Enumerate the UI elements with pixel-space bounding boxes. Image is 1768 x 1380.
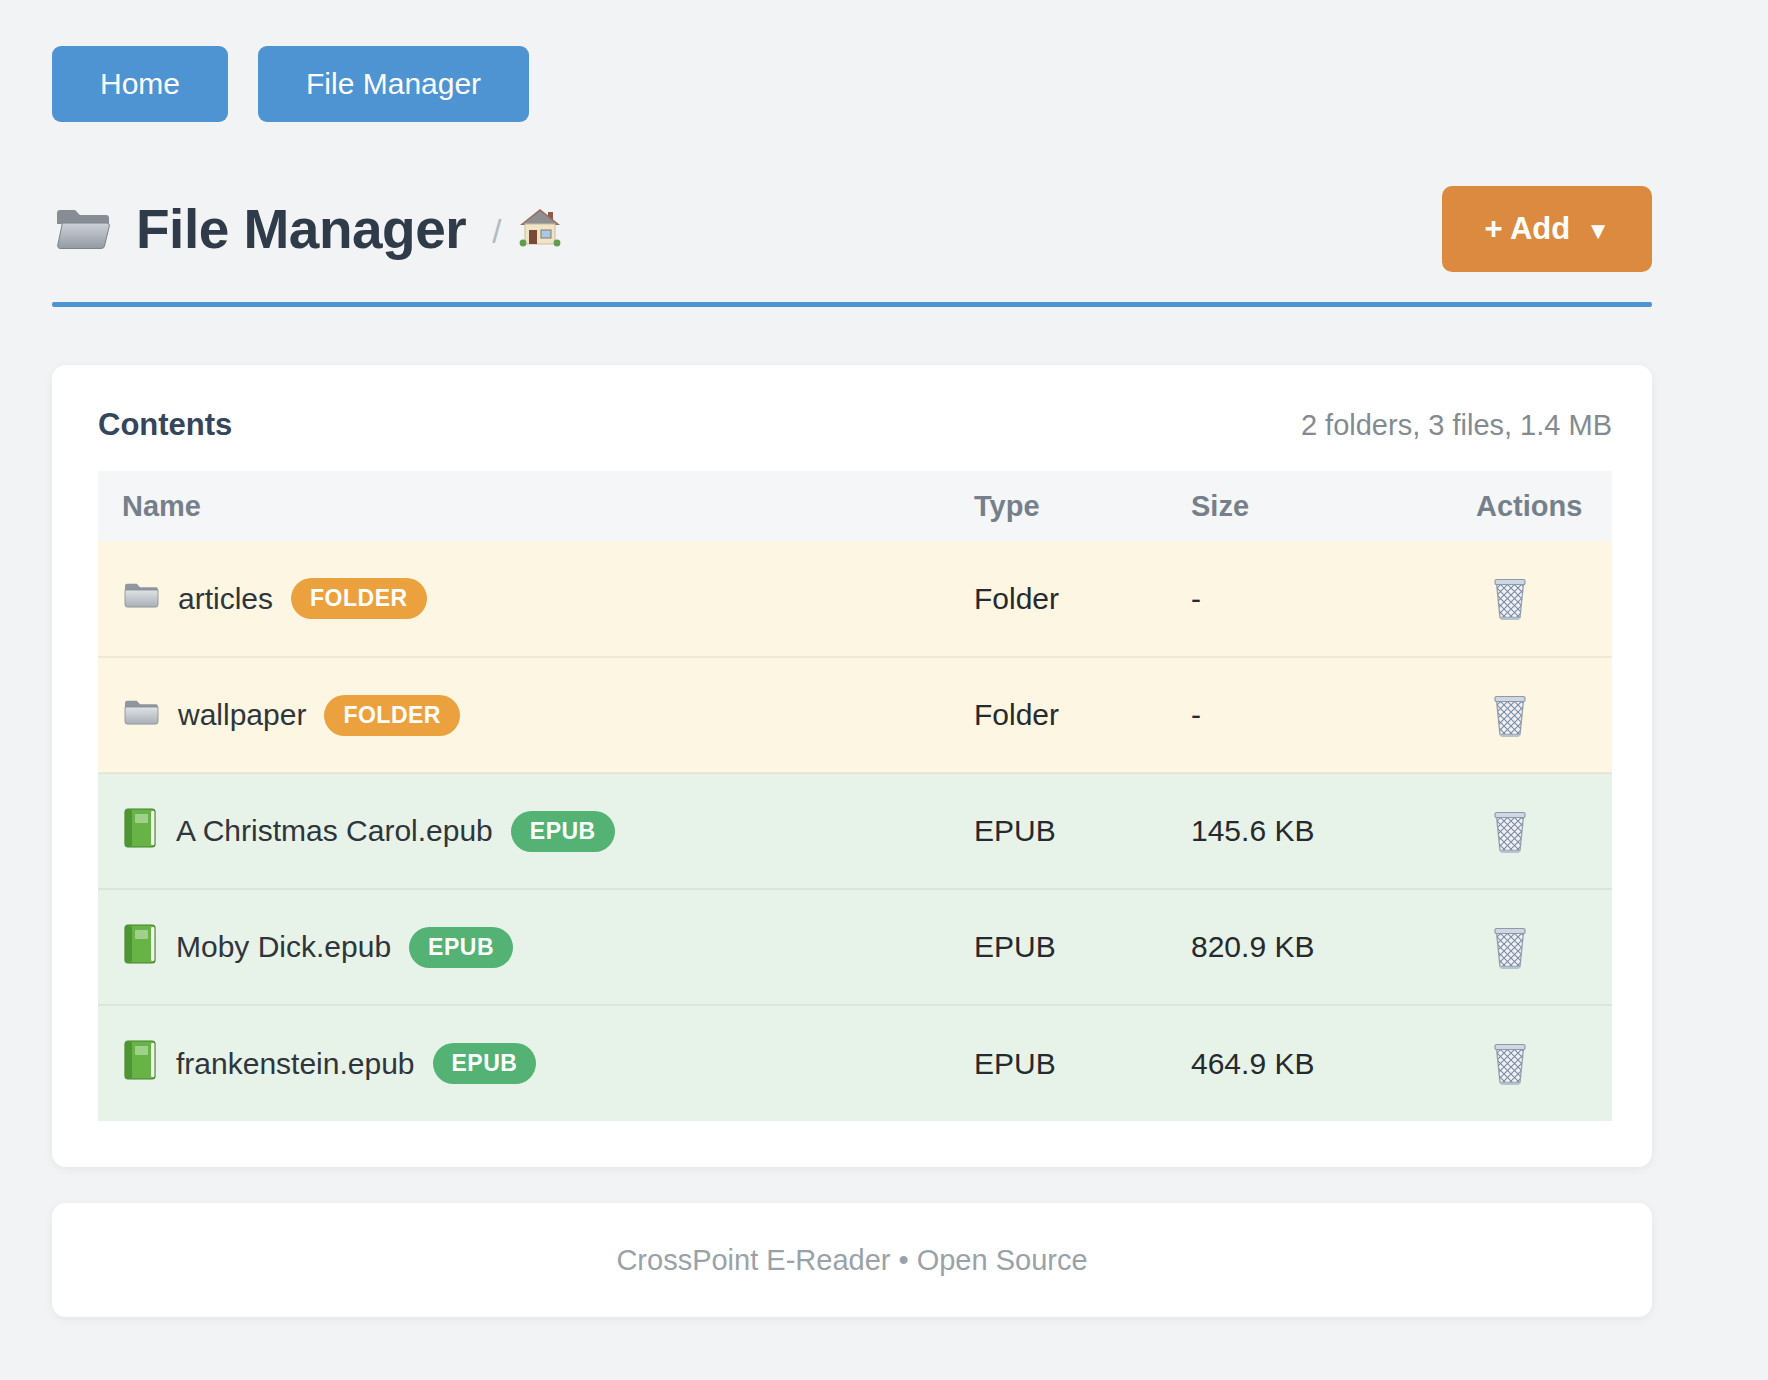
column-header-name: Name	[98, 471, 974, 541]
file-name-link[interactable]: A Christmas Carol.epub	[176, 814, 493, 848]
table-row: frankenstein.epub EPUB EPUB 464.9 KB	[98, 1005, 1612, 1121]
size-cell: 820.9 KB	[1191, 889, 1476, 1005]
type-badge: EPUB	[433, 1043, 537, 1084]
top-nav: Home File Manager	[52, 0, 1652, 122]
folder-icon	[122, 579, 160, 618]
page: Home File Manager File Manager /	[52, 0, 1652, 1317]
header-divider	[52, 302, 1652, 307]
add-button-label: + Add	[1484, 211, 1570, 247]
type-badge: FOLDER	[291, 578, 427, 619]
contents-card: Contents 2 folders, 3 files, 1.4 MB Name…	[52, 365, 1652, 1167]
file-name-link[interactable]: frankenstein.epub	[176, 1047, 415, 1081]
type-cell: EPUB	[974, 889, 1191, 1005]
trash-icon	[1490, 923, 1530, 972]
open-folder-icon	[52, 201, 114, 257]
contents-title: Contents	[98, 407, 232, 443]
delete-button[interactable]	[1486, 687, 1534, 744]
home-nav-button[interactable]: Home	[52, 46, 228, 122]
table-row: wallpaper FOLDER Folder -	[98, 657, 1612, 773]
table-row: Moby Dick.epub EPUB EPUB 820.9 KB	[98, 889, 1612, 1005]
breadcrumb-separator: /	[492, 213, 501, 251]
file-table-body: articles FOLDER Folder -	[98, 541, 1612, 1121]
trash-icon	[1490, 807, 1530, 856]
file-name-link[interactable]: Moby Dick.epub	[176, 930, 391, 964]
delete-button[interactable]	[1486, 570, 1534, 627]
column-header-size: Size	[1191, 471, 1476, 541]
footer-card: CrossPoint E-Reader • Open Source	[52, 1203, 1652, 1317]
delete-button[interactable]	[1486, 1035, 1534, 1092]
chevron-down-icon: ▼	[1586, 214, 1610, 245]
size-cell: -	[1191, 657, 1476, 773]
file-name-link[interactable]: articles	[178, 582, 273, 616]
type-cell: EPUB	[974, 1005, 1191, 1121]
table-row: A Christmas Carol.epub EPUB EPUB 145.6 K…	[98, 773, 1612, 889]
column-header-type: Type	[974, 471, 1191, 541]
file-table: Name Type Size Actions	[98, 471, 1612, 1121]
trash-icon	[1490, 1039, 1530, 1088]
book-icon	[122, 807, 158, 856]
column-header-actions: Actions	[1476, 471, 1612, 541]
delete-button[interactable]	[1486, 919, 1534, 976]
type-cell: Folder	[974, 541, 1191, 657]
table-row: articles FOLDER Folder -	[98, 541, 1612, 657]
folder-icon	[122, 696, 160, 735]
breadcrumb-home-link[interactable]	[519, 207, 561, 251]
page-title: File Manager	[136, 197, 466, 261]
size-cell: 145.6 KB	[1191, 773, 1476, 889]
trash-icon	[1490, 691, 1530, 740]
size-cell: 464.9 KB	[1191, 1005, 1476, 1121]
file-name-link[interactable]: wallpaper	[178, 698, 306, 732]
footer-text: CrossPoint E-Reader • Open Source	[616, 1244, 1087, 1277]
type-badge: EPUB	[511, 811, 615, 852]
book-icon	[122, 1039, 158, 1088]
file-manager-nav-button[interactable]: File Manager	[258, 46, 529, 122]
type-cell: EPUB	[974, 773, 1191, 889]
book-icon	[122, 923, 158, 972]
page-header: File Manager / + Add ▼	[52, 186, 1652, 272]
type-badge: EPUB	[409, 927, 513, 968]
size-cell: -	[1191, 541, 1476, 657]
type-badge: FOLDER	[324, 695, 460, 736]
table-header-row: Name Type Size Actions	[98, 471, 1612, 541]
type-cell: Folder	[974, 657, 1191, 773]
add-button[interactable]: + Add ▼	[1442, 186, 1652, 272]
contents-summary: 2 folders, 3 files, 1.4 MB	[1301, 409, 1612, 442]
delete-button[interactable]	[1486, 803, 1534, 860]
trash-icon	[1490, 574, 1530, 623]
